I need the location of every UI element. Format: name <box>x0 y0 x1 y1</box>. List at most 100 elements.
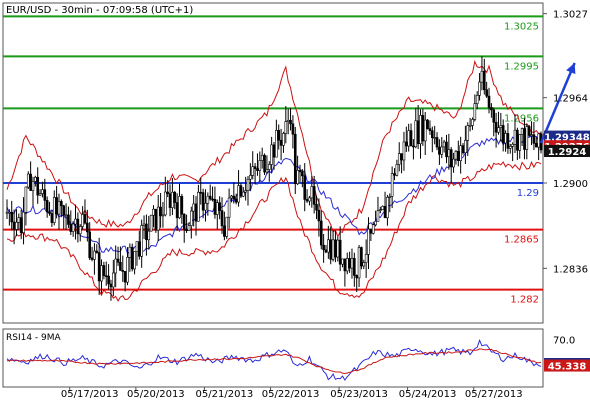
candle-body <box>348 258 351 269</box>
candle-body <box>471 119 474 126</box>
candle-body <box>464 140 467 154</box>
candle-body <box>440 146 444 155</box>
candle-body <box>319 220 323 246</box>
candle-body <box>15 221 18 230</box>
price-badge-label: 1.2924 <box>548 147 587 158</box>
price-badge-label: 1.29348 <box>544 133 590 144</box>
candle-body <box>121 270 125 272</box>
candle-body <box>138 241 141 257</box>
candle-body <box>246 178 250 191</box>
candle-body <box>350 257 354 269</box>
candle-body <box>282 133 285 146</box>
candle-body <box>260 154 264 161</box>
level-label: 1.2956 <box>504 113 539 124</box>
candle-body <box>525 126 529 150</box>
candle-body <box>104 275 108 277</box>
candle-body <box>187 225 191 231</box>
candle-body <box>345 258 349 272</box>
candle-body <box>164 191 167 216</box>
candle-body <box>178 196 181 219</box>
candle-body <box>12 221 16 230</box>
candle-body <box>109 283 113 288</box>
projection-arrow-head <box>566 63 576 75</box>
x-tick-label: 05/20/2013 <box>127 389 185 400</box>
candle-body <box>220 210 224 227</box>
candle-body <box>454 151 458 160</box>
candle-body <box>466 125 470 141</box>
candle-body <box>102 265 106 276</box>
level-label: 1.29 <box>517 188 539 199</box>
candle-body <box>86 222 89 233</box>
candle-body <box>367 228 370 255</box>
candle-body <box>83 214 87 224</box>
candle-body <box>43 189 47 201</box>
candle-body <box>8 211 11 214</box>
level-label: 1.2865 <box>504 235 539 246</box>
projection-arrow-line <box>539 62 576 144</box>
candle-body <box>149 214 153 232</box>
candle-body <box>265 169 269 173</box>
candle-body <box>386 196 389 219</box>
level-label: 1.2995 <box>504 61 539 72</box>
candle-body <box>114 258 117 274</box>
candle-body <box>270 144 273 165</box>
candle-body <box>67 214 70 225</box>
price-badge <box>544 130 590 143</box>
candle-body <box>508 146 512 149</box>
candle-body <box>81 214 84 227</box>
candle-body <box>383 206 387 219</box>
candle-body <box>322 244 325 251</box>
candle-body <box>69 224 73 232</box>
candle-body <box>393 173 396 176</box>
candle-body <box>19 217 23 233</box>
candle-body <box>90 257 94 260</box>
candle-body <box>154 208 158 231</box>
candle-body <box>249 175 252 180</box>
candle-body <box>57 201 61 215</box>
candle-body <box>225 216 229 237</box>
candle-body <box>400 153 403 161</box>
candle-body <box>402 141 406 161</box>
x-tick-label: 05/21/2013 <box>196 389 254 400</box>
rsi-title: RSI14 - 9MA <box>6 333 62 343</box>
candle-body <box>530 134 533 137</box>
bollinger-lower-band <box>6 160 542 302</box>
candle-body <box>251 166 255 176</box>
candle-body <box>414 120 418 148</box>
candle-body <box>405 141 408 147</box>
y-tick-label: 1.2836 <box>553 264 588 275</box>
candle-body <box>64 214 68 217</box>
candle-body <box>485 89 488 97</box>
y-tick-label: 1.2900 <box>553 179 588 190</box>
candle-body <box>395 164 399 176</box>
candle-body <box>34 176 37 182</box>
chart-title: EUR/USD - 30min - 07:09:58 (UTC+1) <box>6 5 193 16</box>
rsi-value-badge <box>544 359 590 372</box>
candle-body <box>494 121 498 133</box>
candle-body <box>409 130 413 147</box>
candle-body <box>123 271 127 283</box>
candle-body <box>482 70 486 91</box>
candle-body <box>520 128 524 135</box>
candle-body <box>156 206 160 231</box>
candle-body <box>223 225 226 237</box>
candle-body <box>431 130 434 139</box>
main-panel <box>2 2 544 324</box>
rsi-panel <box>2 328 544 388</box>
candle-body <box>426 119 429 129</box>
candle-body <box>442 141 446 148</box>
candle-body <box>334 239 337 258</box>
candle-body <box>166 191 169 194</box>
candle-body <box>506 133 510 149</box>
candle-body <box>499 125 503 128</box>
candle-body <box>76 218 80 235</box>
candle-body <box>275 130 278 158</box>
candle-body <box>497 127 500 133</box>
candle-body <box>291 123 295 135</box>
bollinger-upper-band <box>6 60 542 238</box>
y-tick-label: 1.3027 <box>553 10 588 21</box>
candle-body <box>145 223 148 241</box>
candle-body <box>518 134 522 151</box>
candle-body <box>204 202 207 211</box>
candle-body <box>107 275 110 285</box>
